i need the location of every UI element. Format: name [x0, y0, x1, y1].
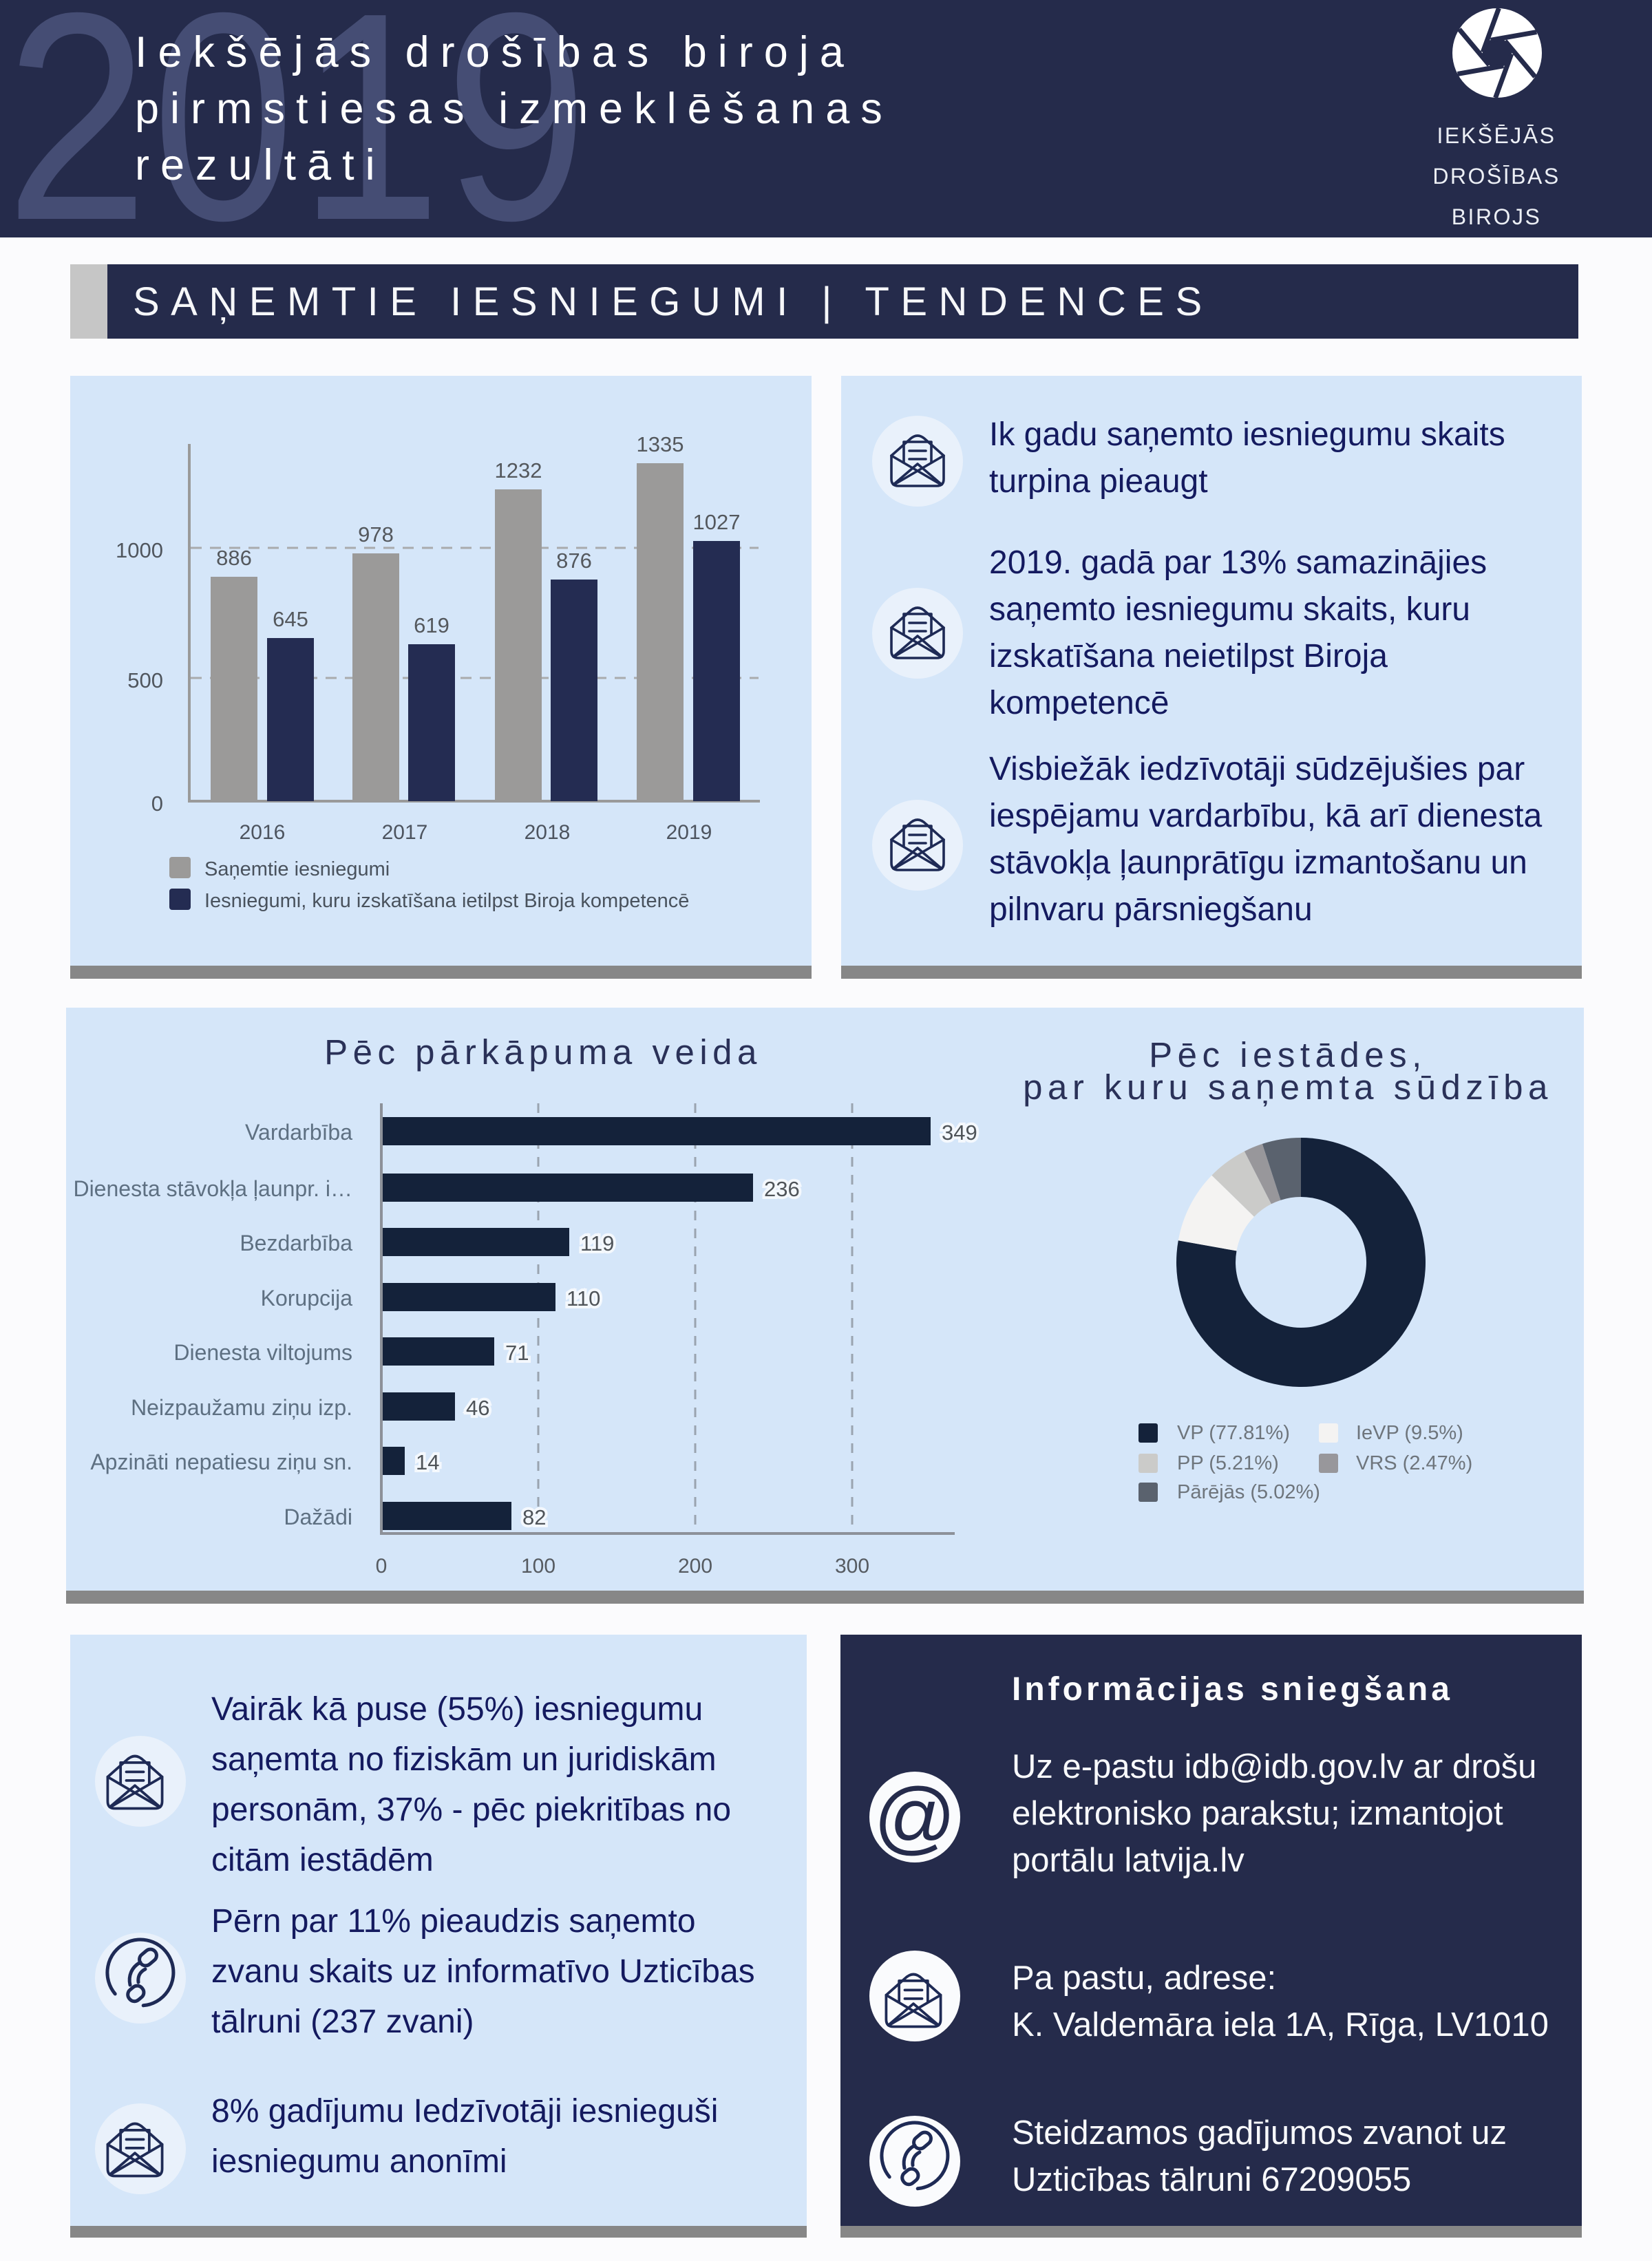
svg-text:300: 300 [835, 1555, 869, 1578]
svg-text:Pēc iestādes,: Pēc iestādes, [1149, 1035, 1427, 1074]
svg-text:Vardarbība: Vardarbība [245, 1120, 352, 1145]
svg-text:110: 110 [566, 1286, 600, 1310]
svg-text:par kuru saņemta sūdzība: par kuru saņemta sūdzība [1023, 1068, 1553, 1107]
svg-text:200: 200 [678, 1555, 712, 1578]
svg-text:2017: 2017 [382, 821, 428, 844]
svg-text:Apzināti nepatiesu ziņu sn.: Apzināti nepatiesu ziņu sn. [90, 1450, 352, 1474]
svg-text:Dažādi: Dažādi [284, 1505, 352, 1529]
svg-text:Dienesta viltojums: Dienesta viltojums [173, 1340, 352, 1365]
svg-text:Saņemtie iesniegumi: Saņemtie iesniegumi [204, 858, 390, 880]
svg-text:236: 236 [764, 1177, 800, 1201]
svg-text:886: 886 [216, 546, 252, 570]
svg-text:Pārējās (5.02%): Pārējās (5.02%) [1177, 1481, 1320, 1503]
svg-text:1232: 1232 [495, 458, 542, 482]
svg-text:Korupcija: Korupcija [261, 1286, 353, 1310]
svg-text:Iesniegumi, kuru izskatīšana i: Iesniegumi, kuru izskatīšana ietilpst Bi… [204, 890, 689, 912]
svg-text:500: 500 [127, 668, 163, 692]
svg-text:119: 119 [580, 1231, 614, 1255]
svg-text:1000: 1000 [116, 538, 163, 562]
svg-text:71: 71 [505, 1341, 529, 1365]
svg-text:Neizpaužamu ziņu izp.: Neizpaužamu ziņu izp. [131, 1395, 352, 1420]
svg-text:2016: 2016 [240, 821, 286, 844]
svg-text:46: 46 [466, 1396, 489, 1420]
svg-text:PP (5.21%): PP (5.21%) [1177, 1452, 1279, 1474]
svg-text:619: 619 [414, 613, 449, 637]
svg-text:349: 349 [942, 1121, 977, 1145]
svg-text:Pēc pārkāpuma veida: Pēc pārkāpuma veida [324, 1032, 762, 1072]
svg-text:82: 82 [522, 1505, 546, 1529]
svg-text:645: 645 [273, 607, 308, 631]
svg-text:1335: 1335 [637, 432, 684, 456]
svg-text:VP (77.81%): VP (77.81%) [1177, 1422, 1290, 1444]
svg-text:2018: 2018 [525, 821, 571, 844]
svg-text:Bezdarbība: Bezdarbība [240, 1231, 352, 1255]
svg-text:0: 0 [376, 1555, 388, 1578]
svg-text:IeVP (9.5%): IeVP (9.5%) [1356, 1422, 1463, 1444]
svg-text:14: 14 [416, 1450, 439, 1474]
svg-text:100: 100 [521, 1555, 555, 1578]
svg-text:VRS (2.47%): VRS (2.47%) [1356, 1452, 1472, 1474]
svg-text:2019: 2019 [666, 821, 712, 844]
svg-text:876: 876 [556, 549, 592, 573]
svg-text:1027: 1027 [693, 510, 741, 534]
svg-text:Dienesta stāvokļa ļaunpr. i…: Dienesta stāvokļa ļaunpr. i… [73, 1176, 352, 1201]
svg-text:978: 978 [358, 522, 394, 546]
svg-text:0: 0 [151, 792, 163, 816]
